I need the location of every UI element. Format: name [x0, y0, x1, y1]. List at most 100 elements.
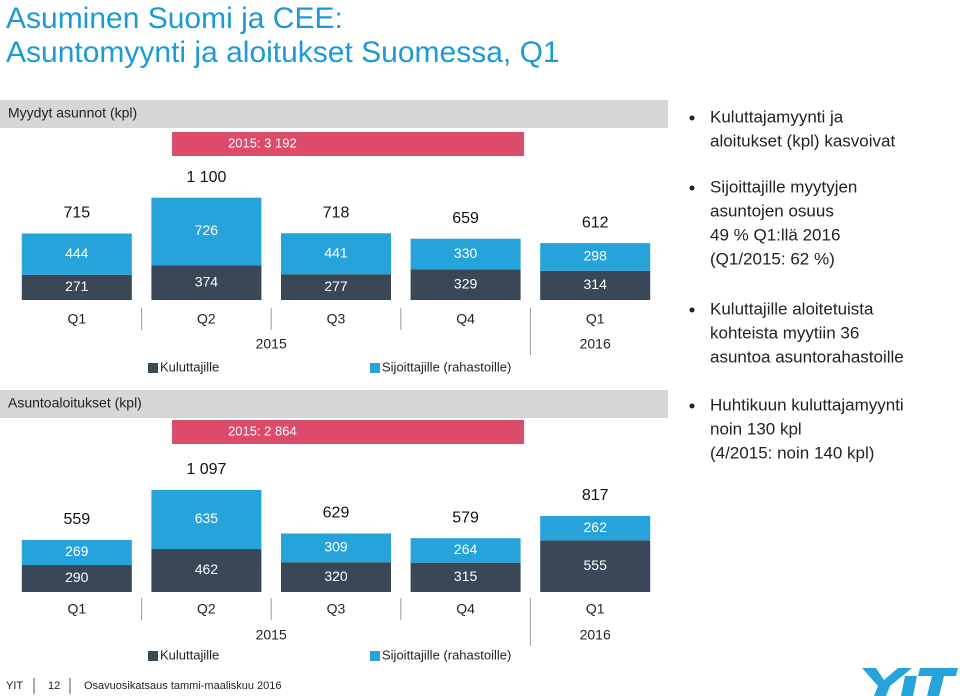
footer-text: 12 — [48, 680, 60, 692]
bar-segment — [21, 274, 132, 300]
section-title: Myydyt asunnot (kpl) — [8, 105, 137, 121]
total-label: 718 — [323, 204, 350, 221]
total-label: 559 — [63, 511, 90, 528]
bar-segment — [410, 269, 521, 300]
value-label: 374 — [195, 273, 219, 289]
bullet-text: Kuluttajille aloitetuista — [710, 299, 874, 318]
value-label: 726 — [195, 222, 219, 238]
bar-segment — [540, 516, 651, 541]
bar-segment — [410, 538, 521, 563]
total-label: 715 — [63, 205, 90, 222]
total-label: 659 — [452, 210, 479, 227]
total-label: 1 097 — [186, 461, 226, 478]
value-label: 329 — [454, 275, 478, 291]
x-tick-label: Q2 — [197, 601, 216, 617]
x-tick-label: Q2 — [197, 311, 216, 327]
title-line: Asuminen Suomi ja CEE: — [6, 2, 343, 35]
bar-segment — [540, 243, 651, 271]
bar-segment — [540, 540, 651, 592]
bullet — [689, 403, 695, 409]
bar-segment — [281, 233, 391, 275]
bullet-text: noin 130 kpl — [710, 419, 802, 438]
value-label: 315 — [454, 568, 478, 584]
bullet-text: kohteista myytiin 36 — [710, 323, 859, 342]
annotation: 2015: 2 864 — [228, 423, 297, 438]
x-tick-label: Q4 — [456, 601, 475, 617]
section-title: Asuntoaloitukset (kpl) — [8, 395, 142, 411]
footer-text: Osavuosikatsaus tammi-maaliskuu 2016 — [84, 680, 281, 692]
bar-segment — [281, 533, 391, 563]
value-label: 330 — [454, 245, 478, 261]
group-label: 2016 — [580, 336, 611, 352]
value-label: 277 — [324, 278, 348, 294]
bar-segment — [410, 562, 521, 592]
bar-segment — [540, 270, 651, 300]
bullet-text: asuntojen osuus — [710, 201, 834, 220]
legend-label: Kuluttajille — [160, 647, 219, 662]
bar-segment — [151, 489, 262, 550]
bar-segment — [21, 540, 132, 566]
bullet-text: asuntoa asuntorahastoille — [710, 347, 904, 366]
annotation: 2015: 3 192 — [228, 135, 297, 150]
value-label: 298 — [584, 248, 608, 264]
value-label: 441 — [324, 244, 348, 260]
value-label: 309 — [324, 539, 348, 555]
bar-segment — [151, 197, 262, 266]
bar-segment — [21, 565, 132, 592]
bullet — [689, 185, 695, 191]
value-label: 635 — [195, 510, 219, 526]
bullet — [689, 307, 695, 313]
value-label: 264 — [454, 541, 478, 557]
bar-segment — [410, 238, 521, 270]
bullet-text: Sijoittajille myytyjen — [710, 177, 857, 196]
group-label: 2015 — [256, 336, 287, 352]
bar-segment — [151, 549, 262, 592]
yit-logo — [862, 668, 958, 696]
value-label: 262 — [584, 519, 608, 535]
legend-label: Sijoittajille (rahastoille) — [382, 647, 511, 662]
value-label: 462 — [195, 561, 219, 577]
legend-swatch — [370, 363, 380, 373]
bar-segment — [151, 265, 262, 300]
bullet-text: 49 % Q1:llä 2016 — [710, 225, 840, 244]
x-tick-label: Q1 — [586, 601, 605, 617]
x-tick-label: Q4 — [456, 311, 475, 327]
bullet — [689, 115, 695, 121]
footer-text: YIT — [6, 680, 23, 692]
bullet-text: (Q1/2015: 62 %) — [710, 249, 835, 268]
bar-segment — [281, 274, 391, 300]
bullet-text: Kuluttajamyynti ja — [710, 107, 844, 126]
value-label: 271 — [65, 278, 89, 294]
bar-segment — [281, 562, 391, 592]
legend-swatch — [370, 651, 380, 661]
value-label: 314 — [584, 276, 608, 292]
value-label: 320 — [324, 568, 348, 584]
value-label: 444 — [65, 245, 89, 261]
title-line: Asuntomyynti ja aloitukset Suomessa, Q1 — [6, 36, 560, 69]
group-label: 2016 — [580, 627, 611, 643]
x-tick-label: Q1 — [67, 311, 86, 327]
bar-segment — [21, 233, 132, 275]
total-label: 629 — [323, 505, 350, 522]
annotation-bar — [172, 420, 524, 444]
total-label: 612 — [582, 214, 609, 231]
legend-swatch — [148, 651, 158, 661]
x-tick-label: Q3 — [327, 311, 346, 327]
x-tick-label: Q1 — [586, 311, 605, 327]
total-label: 1 100 — [186, 169, 226, 186]
value-label: 555 — [584, 557, 608, 573]
annotation-bar — [172, 132, 524, 156]
bullet-text: Huhtikuun kuluttajamyynti — [710, 395, 904, 414]
value-label: 290 — [65, 569, 89, 585]
section-header — [0, 100, 668, 128]
total-label: 817 — [582, 487, 609, 504]
legend-swatch — [148, 363, 158, 373]
bullet-text: aloitukset (kpl) kasvoivat — [710, 131, 895, 150]
legend-label: Sijoittajille (rahastoille) — [382, 359, 511, 374]
value-label: 269 — [65, 543, 89, 559]
total-label: 579 — [452, 509, 479, 526]
x-tick-label: Q1 — [67, 601, 86, 617]
bullet-text: (4/2015: noin 140 kpl) — [710, 443, 874, 462]
